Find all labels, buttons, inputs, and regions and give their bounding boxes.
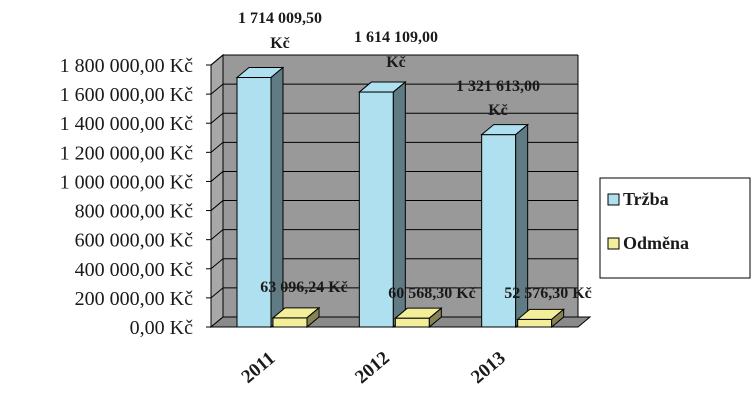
y-tick-label: 800 000,00 Kč [75,201,193,223]
gridline-side [210,171,224,182]
data-label-trzba-2011: 1 714 009,50 [238,10,322,27]
bar-odmena-2013 [517,318,553,328]
bar-odmena-2012 [394,317,430,328]
data-labels: 1 714 009,50 Kč 1 614 109,00 Kč 1 321 613,00… [238,10,592,302]
gridline-side [210,112,224,124]
data-label-trzba-2013: 1 321 613,00 [456,78,540,95]
y-tick-label: 600 000,00 Kč [75,230,193,252]
data-label-trzba-2012: 1 614 109,00 [354,29,438,46]
legend-box [599,177,751,279]
bar-side [551,308,565,329]
data-label-trzba-unit-2012: Kč [386,54,406,71]
gridline-side [210,141,224,153]
gridline-side [210,54,224,66]
gridline-side [210,287,224,299]
data-label-trzba-unit-2013: Kč [488,102,508,119]
gridline-side [210,83,224,95]
y-tick-label: 1 600 000,00 Kč [60,84,193,106]
bar-trzba-2012 [358,91,394,328]
side-wall [210,53,224,329]
y-tick-label: 200 000,00 Kč [75,288,193,310]
x-tick-label: 2011 [238,348,280,388]
y-tick-label: 400 000,00 Kč [75,259,193,281]
bar-trzba-2011 [236,77,272,328]
bar-odmena-2011 [272,317,308,328]
bar-side [428,307,442,329]
bar-trzba-2013 [481,134,517,328]
data-label-odmena-2012: 60 568,30 Kč [388,285,476,302]
y-tick-labels: 0,00 Kč 200 000,00 Kč 400 000,00 Kč 600 000… [60,55,193,339]
y-tick-label: 1 200 000,00 Kč [60,142,193,164]
legend-label-trzba: Tržba [623,189,669,209]
legend: Tržba Odměna [599,177,751,279]
x-tick-label: 2013 [467,348,510,389]
bars [235,66,566,329]
y-tick-label: 1 400 000,00 Kč [60,113,193,135]
y-tick-label: 1 000 000,00 Kč [60,171,193,193]
gridline-side [210,229,224,241]
y-tick-label: 1 800 000,00 Kč [60,55,193,77]
x-tick-labels: 2011 2012 2013 [238,348,510,389]
data-label-odmena-2011: 63 096,24 Kč [260,279,348,296]
data-label-odmena-2013: 52 576,30 Kč [504,285,592,302]
legend-swatch [607,237,620,250]
gridline-side [210,200,224,211]
bar-side [306,306,320,329]
y-tick-label: 0,00 Kč [130,317,193,339]
legend-label-odmena: Odměna [623,233,689,253]
data-label-trzba-unit-2011: Kč [270,35,290,52]
gridline-side [210,258,224,270]
legend-swatch [607,193,620,206]
x-tick-label: 2012 [351,348,394,389]
axes [206,64,578,328]
